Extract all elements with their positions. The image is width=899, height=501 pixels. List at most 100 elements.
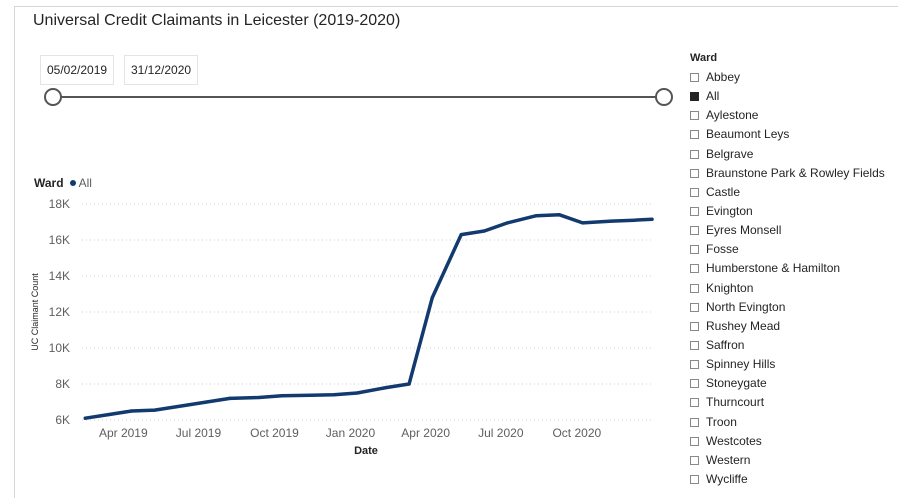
checkbox[interactable] [690, 283, 699, 293]
slider-start-handle[interactable] [44, 88, 62, 106]
x-tick-label: Apr 2019 [99, 426, 148, 440]
slicer-item-label: Knighton [706, 280, 754, 295]
slicer-item[interactable]: Aylestone [690, 106, 895, 125]
checkbox[interactable] [690, 207, 699, 217]
x-tick-label: Apr 2020 [401, 426, 450, 440]
slicer-item[interactable]: North Evington [690, 298, 895, 317]
x-tick-label: Jul 2020 [478, 426, 524, 440]
slicer-item-label: Stoneygate [706, 376, 767, 391]
slicer-item[interactable]: Wycliffe [690, 470, 895, 489]
data-point [650, 217, 654, 221]
checkbox[interactable] [690, 245, 699, 255]
y-tick-label: 6K [55, 413, 70, 427]
data-point [332, 393, 336, 397]
y-tick-label: 12K [49, 305, 70, 319]
slicer-item-label: Humberstone & Hamilton [706, 261, 841, 276]
checkbox[interactable] [690, 360, 699, 370]
checkbox[interactable] [690, 149, 699, 159]
checkbox[interactable] [690, 130, 699, 140]
checkbox[interactable] [690, 187, 699, 197]
slicer-item-label: Aylestone [706, 108, 759, 123]
slicer-item-label: Westcotes [706, 433, 762, 448]
data-point [384, 386, 388, 390]
slicer-item[interactable]: Westcotes [690, 432, 895, 451]
checkbox[interactable] [690, 302, 699, 312]
checkbox[interactable] [690, 321, 699, 331]
slicer-item-label: Braunstone Park & Rowley Fields [706, 165, 885, 180]
slicer-item[interactable]: Rushey Mead [690, 317, 895, 336]
checkbox[interactable] [690, 168, 699, 178]
date-range-slider[interactable] [52, 96, 665, 98]
checkbox[interactable] [690, 341, 699, 351]
y-tick-label: 8K [55, 377, 70, 391]
checkbox[interactable] [690, 111, 699, 121]
slicer-item[interactable]: Troon [690, 413, 895, 432]
chart-legend: Ward All [34, 176, 92, 190]
data-point [257, 395, 261, 400]
slicer-item[interactable]: Belgrave [690, 145, 895, 164]
slicer-item[interactable]: Stoneygate [690, 374, 895, 393]
checkbox[interactable] [690, 475, 699, 485]
checkbox[interactable] [690, 226, 699, 236]
data-point [182, 404, 186, 408]
checkbox[interactable] [690, 417, 699, 427]
slicer-item-label: Eyres Monsell [706, 223, 782, 238]
x-axis-title: Date [354, 445, 378, 457]
x-tick-label: Oct 2020 [552, 426, 601, 440]
y-axis-title: UC Claimant Count [30, 273, 40, 351]
x-tick-label: Jan 2020 [326, 426, 376, 440]
slicer-item[interactable]: Spinney Hills [690, 355, 895, 374]
slicer-item-label: Evington [706, 204, 753, 219]
start-date-input[interactable]: 05/02/2019 [40, 55, 115, 85]
visual-frame [14, 6, 898, 498]
y-tick-label: 10K [49, 341, 70, 355]
data-point [581, 221, 585, 225]
data-point [309, 393, 313, 397]
checkbox[interactable] [690, 264, 699, 274]
slicer-item-label: Troon [706, 414, 737, 429]
data-point [280, 394, 284, 398]
slicer-item[interactable]: Fosse [690, 240, 895, 259]
slicer-item[interactable]: Humberstone & Hamilton [690, 259, 895, 278]
slicer-item-label: Thurncourt [706, 395, 765, 410]
slicer-item[interactable]: All [690, 87, 895, 106]
slicer-item-label: All [706, 89, 720, 104]
slider-end-handle[interactable] [655, 88, 673, 106]
slicer-item-label: North Evington [706, 299, 786, 314]
checkbox[interactable] [690, 379, 699, 389]
slicer-item-label: Belgrave [706, 146, 754, 161]
slicer-item[interactable]: Braunstone Park & Rowley Fields [690, 164, 895, 183]
checkbox[interactable] [690, 398, 699, 408]
slicer-item[interactable]: Western [690, 451, 895, 470]
data-point [83, 416, 87, 420]
ward-slicer: Ward Abbey All Aylestone Beaumont Leys Belgr… [690, 52, 895, 489]
checkbox[interactable] [690, 455, 699, 465]
slicer-title: Ward [690, 52, 718, 64]
slicer-item-label: Castle [706, 184, 741, 199]
legend-entry[interactable]: All [78, 176, 92, 190]
checkbox[interactable] [690, 436, 699, 446]
slicer-item[interactable]: Abbey [690, 68, 895, 87]
slicer-item[interactable]: Saffron [690, 336, 895, 355]
slicer-item[interactable]: Beaumont Leys [690, 125, 895, 144]
y-tick-label: 14K [49, 269, 70, 283]
data-point [129, 409, 134, 413]
slicer-item-label: Rushey Mead [706, 318, 781, 333]
checkbox[interactable] [690, 92, 699, 102]
data-point [205, 400, 209, 404]
end-date-input[interactable]: 31/12/2020 [124, 55, 199, 85]
slicer-item[interactable]: Knighton [690, 279, 895, 298]
slicer-item[interactable]: Thurncourt [690, 393, 895, 412]
x-tick-label: Jul 2019 [176, 426, 222, 440]
data-point [459, 233, 463, 237]
checkbox[interactable] [690, 73, 699, 83]
legend-title: Ward [34, 176, 64, 190]
slicer-item-label: Saffron [706, 338, 745, 353]
slicer-item[interactable]: Evington [690, 202, 895, 221]
slicer-item[interactable]: Castle [690, 183, 895, 202]
x-tick-label: Oct 2019 [250, 426, 299, 440]
data-point [633, 218, 637, 222]
data-point [609, 219, 614, 223]
slicer-item[interactable]: Eyres Monsell [690, 221, 895, 240]
